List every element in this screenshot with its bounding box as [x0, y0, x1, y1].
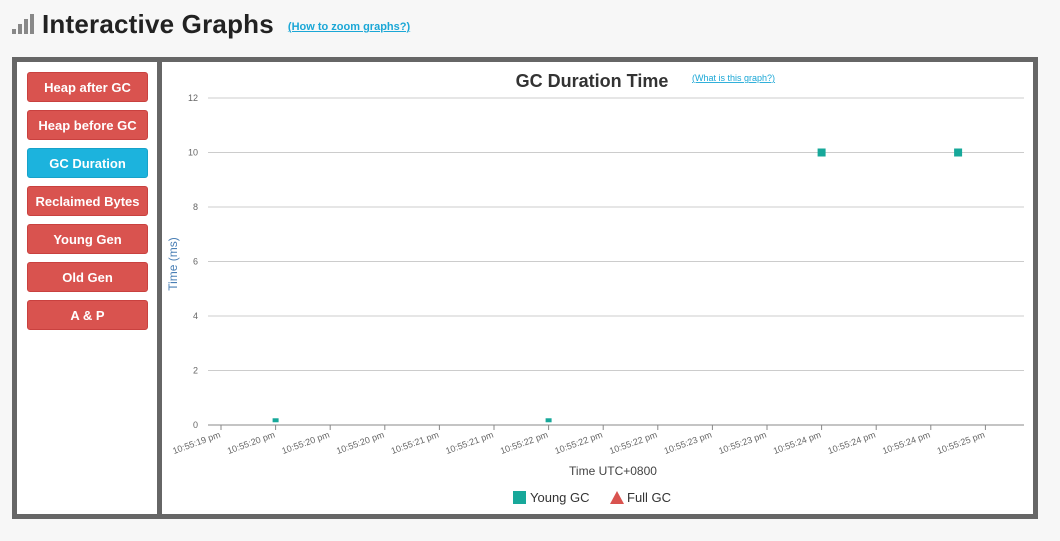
- x-tick-label: 10:55:20 pm: [280, 429, 330, 456]
- heap-before-gc-button[interactable]: Heap before GC: [27, 110, 148, 140]
- graph-frame: Heap after GC Heap before GC GC Duration…: [12, 57, 1038, 519]
- x-tick-label: 10:55:20 pm: [335, 429, 385, 456]
- y-tick-label: 6: [193, 257, 198, 267]
- y-tick-label: 4: [193, 311, 198, 321]
- x-tick-label: 10:55:24 pm: [881, 429, 931, 456]
- legend-full-gc-swatch[interactable]: [610, 491, 624, 504]
- young-gc-point[interactable]: [954, 148, 963, 157]
- page-title: Interactive Graphs: [42, 8, 274, 39]
- signal-bars-icon: [12, 12, 34, 36]
- legend-young-gc-label[interactable]: Young GC: [530, 490, 590, 505]
- x-tick-label: 10:55:21 pm: [390, 429, 440, 456]
- what-is-this-graph-link[interactable]: (What is this graph?): [692, 73, 775, 83]
- x-tick-label: 10:55:22 pm: [499, 429, 549, 456]
- x-tick-label: 10:55:22 pm: [553, 429, 603, 456]
- chart-panel: GC Duration Time (What is this graph?) T…: [162, 62, 1033, 514]
- y-tick-label: 12: [188, 93, 198, 103]
- gc-duration-chart: GC Duration Time (What is this graph?) T…: [166, 71, 1024, 505]
- y-tick-label: 2: [193, 366, 198, 376]
- y-tick-label: 0: [193, 420, 198, 430]
- gc-duration-button[interactable]: GC Duration: [27, 148, 148, 178]
- chart-title: GC Duration Time: [516, 71, 669, 91]
- young-gc-point[interactable]: [545, 418, 552, 423]
- page-header: Interactive Graphs (How to zoom graphs?): [12, 6, 410, 42]
- x-tick-label: 10:55:24 pm: [826, 429, 876, 456]
- heap-after-gc-button[interactable]: Heap after GC: [27, 72, 148, 102]
- a-and-p-button[interactable]: A & P: [27, 300, 148, 330]
- reclaimed-bytes-button[interactable]: Reclaimed Bytes: [27, 186, 148, 216]
- y-tick-label: 8: [193, 202, 198, 212]
- old-gen-button[interactable]: Old Gen: [27, 262, 148, 292]
- x-tick-label: 10:55:23 pm: [663, 429, 713, 456]
- x-axis-label: Time UTC+0800: [569, 464, 657, 478]
- x-tick-label: 10:55:24 pm: [772, 429, 822, 456]
- young-gen-button[interactable]: Young Gen: [27, 224, 148, 254]
- y-axis-label: Time (ms): [166, 237, 180, 291]
- x-tick-label: 10:55:21 pm: [444, 429, 494, 456]
- x-tick-label: 10:55:23 pm: [717, 429, 767, 456]
- x-tick-label: 10:55:22 pm: [608, 429, 658, 456]
- x-tick-label: 10:55:25 pm: [936, 429, 986, 456]
- x-tick-label: 10:55:20 pm: [226, 429, 276, 456]
- how-to-zoom-link[interactable]: (How to zoom graphs?): [287, 21, 411, 33]
- graph-sidebar: Heap after GC Heap before GC GC Duration…: [17, 62, 157, 514]
- young-gc-point[interactable]: [272, 418, 279, 423]
- x-tick-label: 10:55:19 pm: [171, 429, 221, 456]
- young-gc-point[interactable]: [817, 148, 826, 157]
- y-tick-label: 10: [188, 148, 198, 158]
- legend-full-gc-label[interactable]: Full GC: [627, 490, 671, 505]
- legend-young-gc-swatch[interactable]: [513, 491, 526, 504]
